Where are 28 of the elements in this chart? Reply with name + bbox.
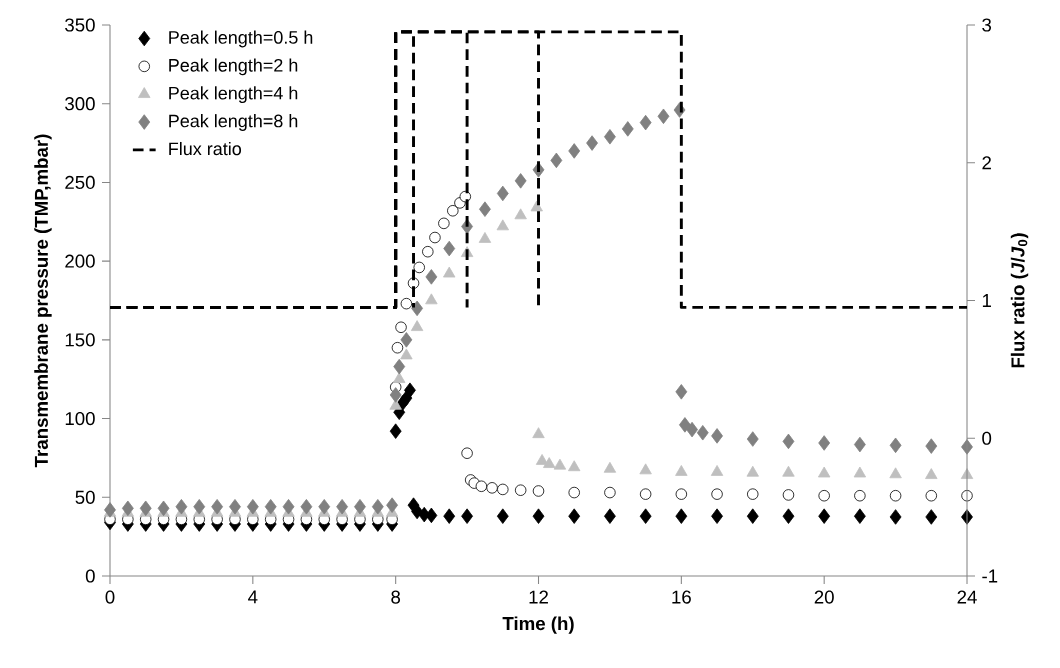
x-tick-label: 12 — [529, 590, 548, 604]
x-axis-title: Time (h) — [502, 616, 574, 634]
legend-label: Flux ratio — [169, 141, 242, 156]
y2-tick-label: 3 — [982, 18, 992, 32]
y2-tick-label: 0 — [982, 431, 992, 445]
y-tick-label: 150 — [65, 333, 95, 347]
legend-label: Peak length=2 h — [169, 58, 298, 76]
y2-tick-label: 2 — [982, 156, 991, 170]
y-tick-label: 250 — [65, 175, 95, 190]
x-tick-label: 0 — [105, 590, 115, 604]
y-tick-label: 50 — [75, 490, 95, 504]
y-tick-label: 0 — [85, 569, 95, 583]
x-tick-label: 8 — [391, 590, 401, 604]
x-tick-label: 4 — [248, 590, 258, 604]
legend-label: Peak length=4 h — [169, 86, 298, 104]
y-tick-label: 300 — [65, 97, 95, 111]
y2-tick-label: -1 — [982, 569, 998, 583]
y2-tick-label: 1 — [982, 294, 991, 307]
y-tick-label: 100 — [65, 411, 95, 426]
x-tick-label: 24 — [957, 590, 977, 604]
x-tick-label: 16 — [672, 590, 691, 604]
x-tick-label: 20 — [814, 590, 834, 604]
y-tick-label: 350 — [65, 18, 95, 32]
y-axis-title: Transmembrane pressure (TMP,mbar) — [34, 134, 52, 468]
legend-label: Peak length=0.5 h — [169, 30, 313, 48]
y-tick-label: 200 — [65, 254, 95, 268]
y2-axis-title: Flux ratio (J/J$_{0}$) — [1010, 233, 1029, 368]
legend-label: Peak length=8 h — [169, 114, 298, 131]
